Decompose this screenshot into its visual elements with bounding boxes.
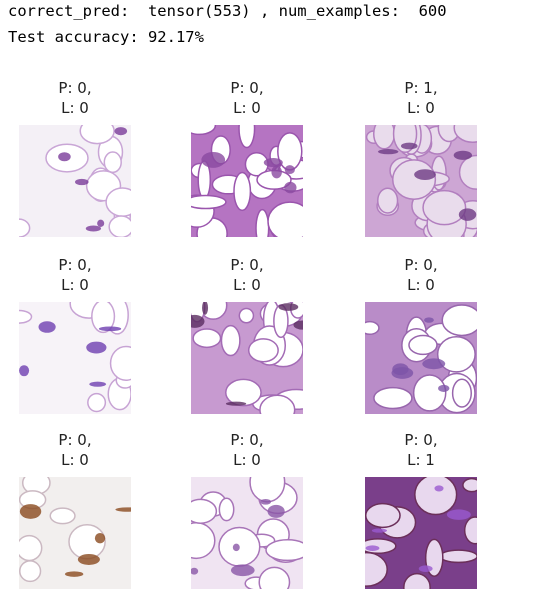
cell-title: P: 0, [404,256,438,274]
cell-title: L: 0 [233,99,261,117]
grid-cell: P: 0, L: 1 [341,430,501,589]
cell-title: P: 0, [58,79,92,97]
grid-cell: P: 0, L: 0 [0,430,155,589]
cell-title: L: 0 [61,451,89,469]
cell-title: L: 0 [61,276,89,294]
cell-title: P: 1, [404,79,438,97]
output-line: correct_pred: tensor(553) , num_examples… [8,2,447,20]
grid-cell: P: 0, L: 0 [0,78,155,237]
output-line: Test accuracy: 92.17% [8,28,204,46]
cell-title: P: 0, [58,256,92,274]
grid-cell: P: 0, L: 0 [167,255,327,414]
tissue-image [191,477,303,589]
tissue-image [191,125,303,237]
tissue-image [191,302,303,414]
cell-title: L: 0 [233,451,261,469]
grid-cell: P: 0, L: 0 [167,430,327,589]
tissue-image [365,302,477,414]
cell-title: L: 0 [407,276,435,294]
grid-cell: P: 0, L: 0 [167,78,327,237]
tissue-image [19,125,131,237]
cell-title: L: 0 [233,276,261,294]
grid-cell: P: 1, L: 0 [341,78,501,237]
tissue-image [365,125,477,237]
cell-title: P: 0, [230,256,264,274]
grid-cell: P: 0, L: 0 [0,255,155,414]
grid-cell: P: 0, L: 0 [341,255,501,414]
tissue-image [19,302,131,414]
cell-title: P: 0, [230,79,264,97]
cell-title: L: 0 [407,99,435,117]
cell-title: P: 0, [58,431,92,449]
tissue-image [19,477,131,589]
cell-title: L: 1 [407,451,435,469]
cell-title: L: 0 [61,99,89,117]
cell-title: P: 0, [404,431,438,449]
tissue-image [365,477,477,589]
cell-title: P: 0, [230,431,264,449]
